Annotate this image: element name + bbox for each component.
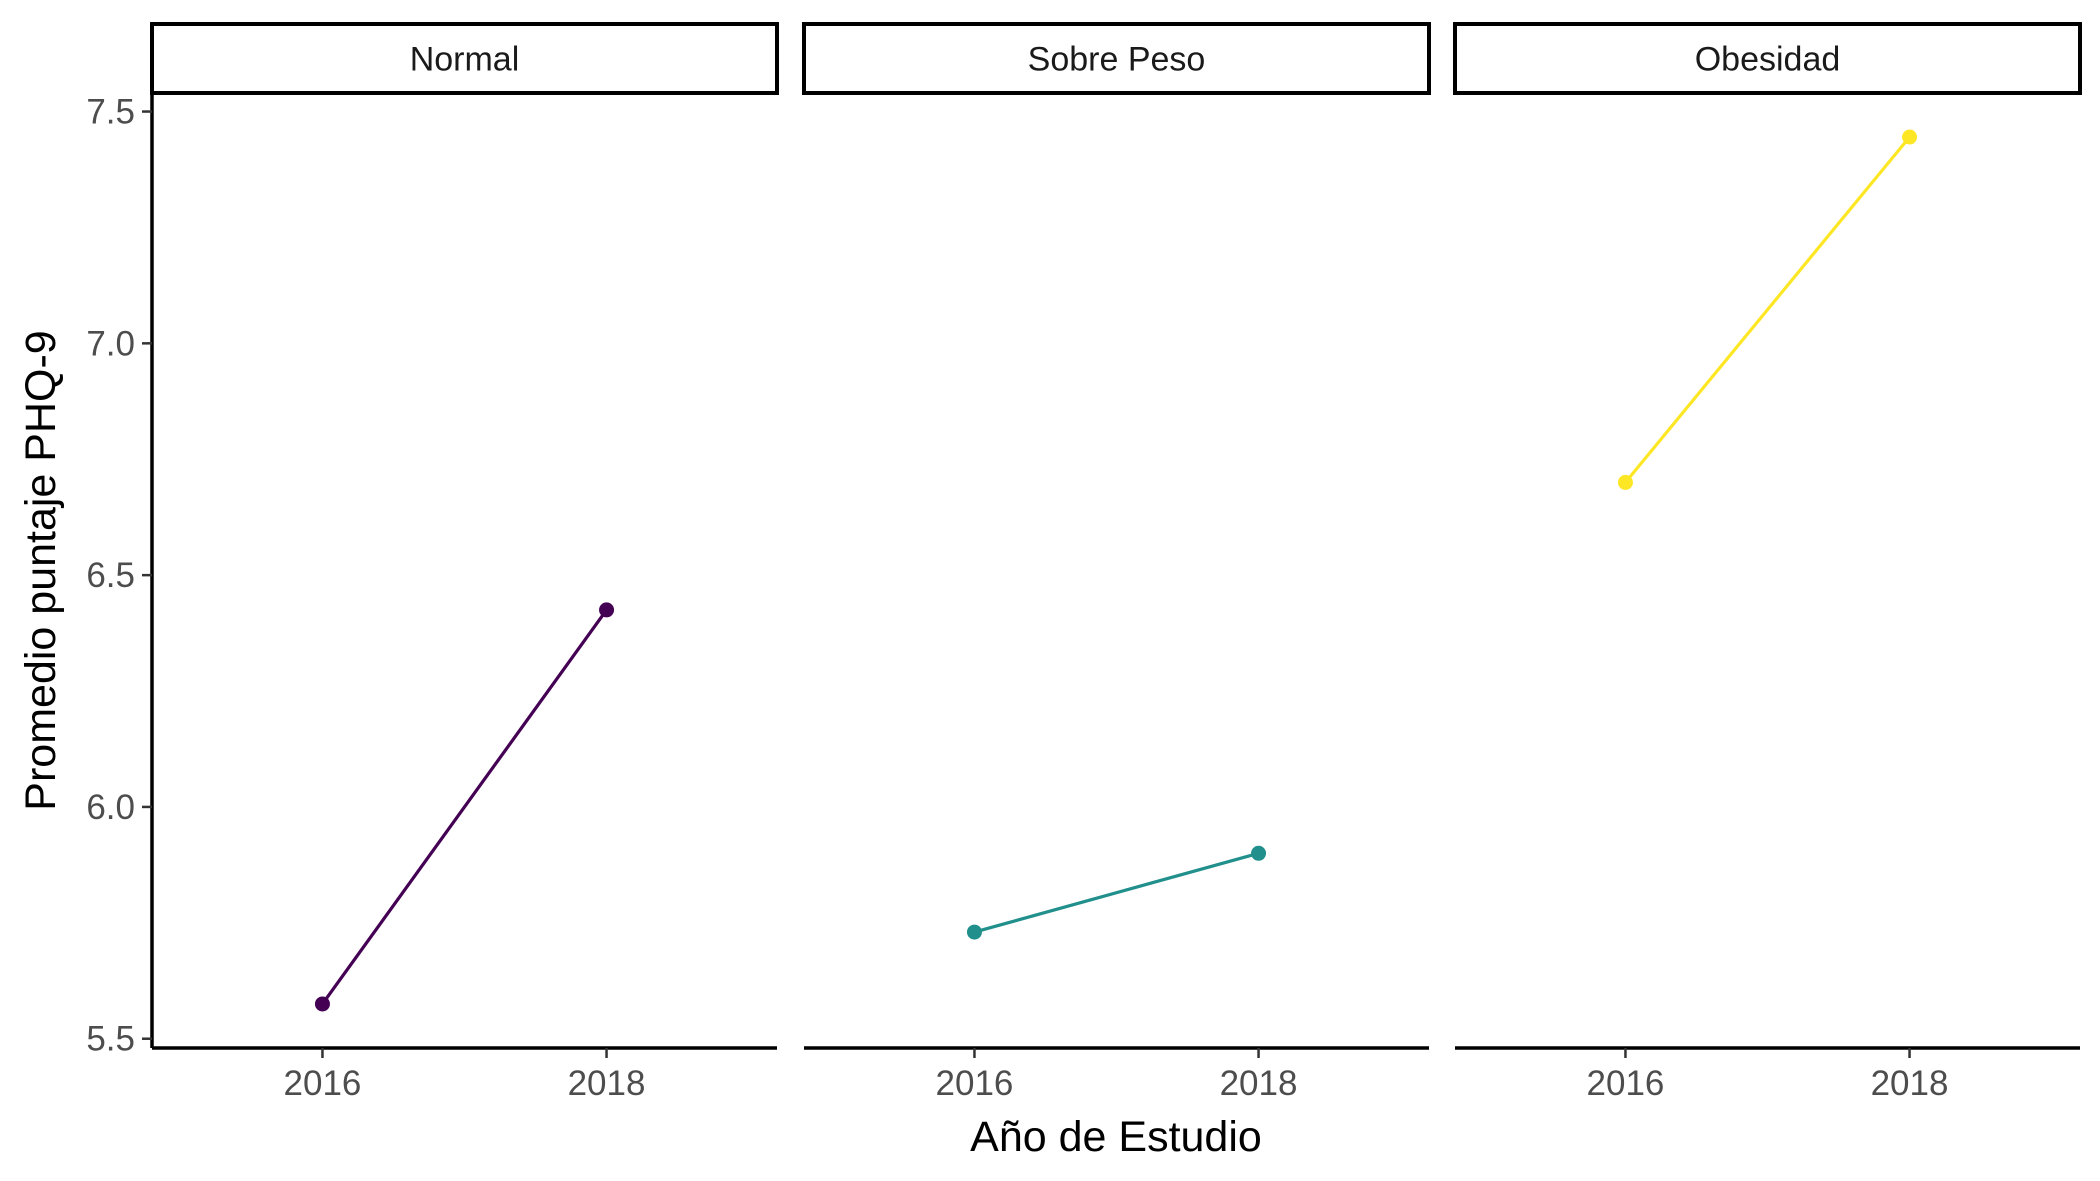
x-tick-label: 2018 [568,1064,646,1103]
strip-label: Obesidad [1695,41,1841,79]
series-line-obesidad [1624,136,1911,484]
y-axis-title: Promedio puntaje PHQ-9 [17,330,65,810]
y-tick-label: 6.0 [86,788,135,827]
strip-label: Normal [410,41,520,79]
y-tick-label: 7.0 [86,324,135,363]
data-point [599,602,615,618]
series-line-sobre-peso [974,851,1259,934]
strip-box [802,22,1431,95]
x-tick-label: 2018 [1871,1064,1949,1103]
data-point [314,996,330,1012]
x-tick-label: 2016 [284,1064,362,1103]
x-axis-title: Año de Estudio [970,1113,1262,1161]
strip-label: Sobre Peso [1028,41,1206,79]
panel-sobre-peso: Sobre Peso 2016 2018 [802,22,1431,1103]
x-tick-label: 2016 [936,1064,1014,1103]
y-axis: 5.5 6.0 6.5 7.0 7.5 [86,93,154,1059]
panel-obesidad: Obesidad 2016 2018 [1453,22,2082,1103]
series-line-normal [321,608,608,1005]
x-tick-label: 2018 [1220,1064,1298,1103]
panel-normal: Normal 2016 2018 [150,22,779,1103]
y-tick-label: 7.5 [86,93,135,132]
y-tick-label: 5.5 [86,1020,135,1059]
data-point [1617,474,1633,490]
x-tick-label: 2016 [1587,1064,1665,1103]
data-point [1902,129,1918,145]
data-point [966,924,982,940]
strip-box [1453,22,2082,95]
strip-box [150,22,779,95]
y-tick-label: 6.5 [86,556,135,595]
data-point [1251,845,1267,861]
